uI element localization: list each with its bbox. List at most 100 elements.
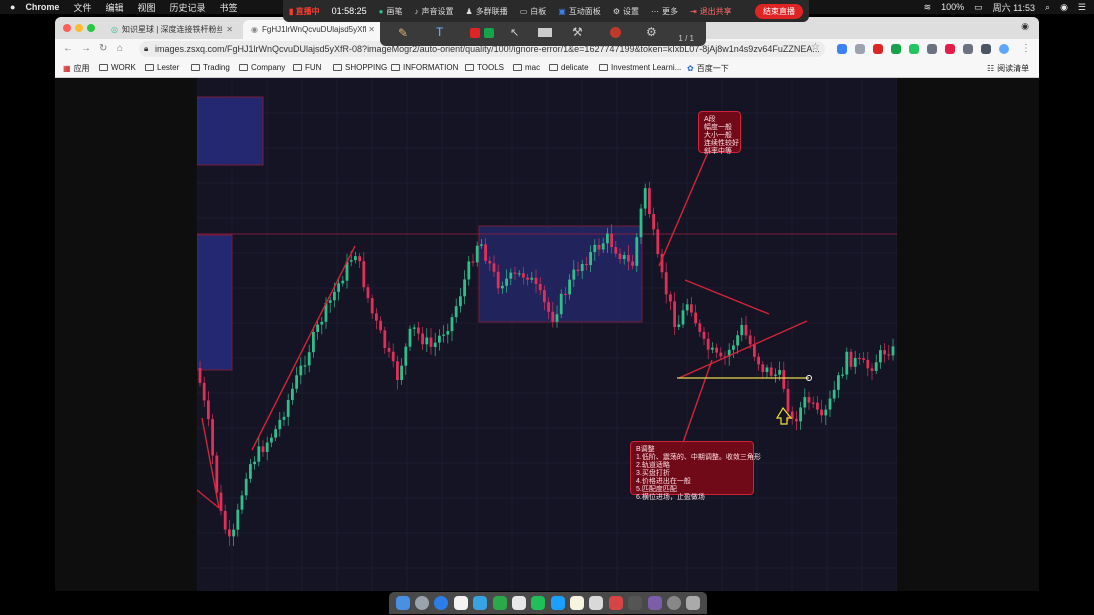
- folder-icon: [465, 64, 474, 71]
- search-icon[interactable]: ⌕: [1045, 1, 1051, 12]
- extension-icon[interactable]: [837, 44, 847, 54]
- pen-button[interactable]: ● 画笔: [378, 6, 403, 16]
- multi-group-button[interactable]: ♟ 多群联播: [465, 6, 508, 16]
- more-menu-icon[interactable]: ⋮: [1021, 43, 1031, 54]
- close-tab-icon[interactable]: ✕: [368, 25, 375, 34]
- settings-button[interactable]: ⚙ 设置: [612, 6, 639, 16]
- candle-body: [320, 321, 324, 325]
- wechat-icon[interactable]: [492, 596, 507, 610]
- bookmark-folder[interactable]: FUN: [293, 63, 321, 72]
- extension-icon[interactable]: [945, 44, 955, 54]
- bookmark-folder[interactable]: Investment Learni...: [599, 63, 681, 72]
- close-window-button[interactable]: [63, 24, 71, 32]
- menu-view[interactable]: 视图: [137, 2, 156, 13]
- line-handle[interactable]: [806, 375, 812, 381]
- menu-edit[interactable]: 编辑: [105, 2, 124, 13]
- interactive-panel-button[interactable]: ▣ 互动面板: [558, 6, 601, 16]
- bookmark-apps[interactable]: ▦ 应用: [63, 64, 90, 73]
- bookmark-folder[interactable]: Company: [239, 63, 285, 72]
- menu-history[interactable]: 历史记录: [169, 2, 206, 13]
- bookmark-folder[interactable]: SHOPPING: [333, 63, 387, 72]
- profile-avatar[interactable]: [999, 44, 1009, 54]
- extension-icon[interactable]: [909, 44, 919, 54]
- app-icon[interactable]: [531, 596, 546, 610]
- forward-icon[interactable]: →: [81, 43, 91, 54]
- home-icon[interactable]: ⌂: [117, 43, 124, 54]
- app-icon[interactable]: [589, 596, 604, 610]
- tab-search-icon[interactable]: ◉: [1021, 21, 1029, 31]
- candle-body: [572, 269, 576, 280]
- battery-label[interactable]: 100%: [941, 2, 965, 12]
- tab-image[interactable]: ◉ FgHJ1lrWnQcvuDUlajsd5yXfR- ✕: [243, 20, 383, 39]
- stop-share-button[interactable]: ⇥ 退出共享: [689, 6, 732, 16]
- reading-list-button[interactable]: ☷ 阅读清单: [987, 64, 1030, 73]
- bookmark-folder[interactable]: WORK: [99, 63, 136, 72]
- candle-body: [694, 312, 697, 324]
- menu-file[interactable]: 文件: [73, 2, 92, 13]
- bookmark-folder[interactable]: Lester: [145, 63, 179, 72]
- folder-icon: [391, 64, 400, 71]
- candle-body: [312, 331, 315, 353]
- safari-icon[interactable]: [434, 596, 449, 610]
- note-a-line: 连续性较好: [704, 140, 739, 147]
- photos-icon[interactable]: [453, 596, 468, 610]
- bookmark-baidu[interactable]: ✿ 百度一下: [687, 64, 729, 73]
- extension-icon[interactable]: [963, 44, 973, 54]
- apps-grid-icon: ▦: [63, 64, 71, 73]
- bookmark-folder[interactable]: INFORMATION: [391, 63, 458, 72]
- text-tool-icon[interactable]: T: [436, 25, 444, 39]
- menu-bookmarks[interactable]: 书签: [219, 2, 238, 13]
- bookmark-folder[interactable]: delicate: [549, 63, 589, 72]
- gear-icon[interactable]: ⚙: [646, 25, 657, 39]
- note-b-line: 1.低阶、震荡的、中期调整。收敛三角形: [636, 454, 761, 461]
- eraser-icon[interactable]: ⚒: [572, 25, 583, 39]
- pencil-icon[interactable]: ✎: [398, 26, 409, 40]
- notes-icon[interactable]: [570, 596, 585, 610]
- trash-icon[interactable]: [686, 596, 701, 610]
- close-tab-icon[interactable]: ✕: [226, 25, 233, 34]
- bookmark-folder[interactable]: TOOLS: [465, 63, 504, 72]
- launchpad-icon[interactable]: [415, 596, 430, 610]
- record-icon[interactable]: [610, 27, 621, 38]
- tab-zsxq[interactable]: ◎ 知识星球 | 深度连接铁杆粉丝、 ✕: [103, 20, 241, 39]
- app-icon[interactable]: [666, 596, 681, 610]
- cursor-icon[interactable]: ↖: [510, 27, 520, 39]
- candle-body: [333, 291, 336, 301]
- candle-body: [635, 237, 639, 266]
- reload-icon[interactable]: ↻: [99, 43, 108, 54]
- extension-icon[interactable]: [855, 44, 865, 54]
- app-icon[interactable]: [608, 596, 623, 610]
- extensions-puzzle-icon[interactable]: [981, 44, 991, 54]
- avatar[interactable]: ◉: [1060, 1, 1068, 12]
- color-picker-icon[interactable]: [470, 28, 480, 38]
- candle-body: [816, 402, 819, 410]
- clock[interactable]: 周六 11:53: [992, 2, 1036, 13]
- app-icon[interactable]: [647, 596, 662, 610]
- more-button[interactable]: ⋯ 更多: [650, 6, 678, 16]
- app-icon[interactable]: [473, 596, 488, 610]
- finder-icon[interactable]: [395, 596, 410, 610]
- bookmark-star-icon[interactable]: ☆: [811, 42, 820, 53]
- end-live-button[interactable]: 结束直播: [755, 4, 803, 19]
- app-icon[interactable]: [550, 596, 565, 610]
- extension-icon[interactable]: [873, 44, 883, 54]
- app-menu[interactable]: Chrome: [25, 2, 60, 12]
- extension-icon[interactable]: [927, 44, 937, 54]
- bookmark-folder[interactable]: mac: [513, 63, 540, 72]
- zoom-window-button[interactable]: [87, 24, 95, 32]
- apple-icon[interactable]: ●: [10, 2, 16, 12]
- shape-tool-icon[interactable]: [538, 28, 552, 37]
- minimize-window-button[interactable]: [75, 24, 83, 32]
- control-center-icon[interactable]: ☰: [1077, 1, 1086, 12]
- app-icon[interactable]: [628, 596, 643, 610]
- back-icon[interactable]: ←: [63, 43, 73, 54]
- whiteboard-button[interactable]: ▭ 白板: [519, 6, 547, 16]
- color-picker-icon[interactable]: [484, 28, 494, 38]
- extension-icon[interactable]: [891, 44, 901, 54]
- audio-settings-button[interactable]: ♪ 声音设置: [414, 6, 454, 16]
- candle-body: [341, 280, 345, 284]
- chrome-icon[interactable]: [511, 596, 526, 610]
- zone-box: [197, 234, 233, 371]
- wifi-icon[interactable]: ≋: [923, 1, 932, 12]
- bookmark-folder[interactable]: Trading: [191, 63, 230, 72]
